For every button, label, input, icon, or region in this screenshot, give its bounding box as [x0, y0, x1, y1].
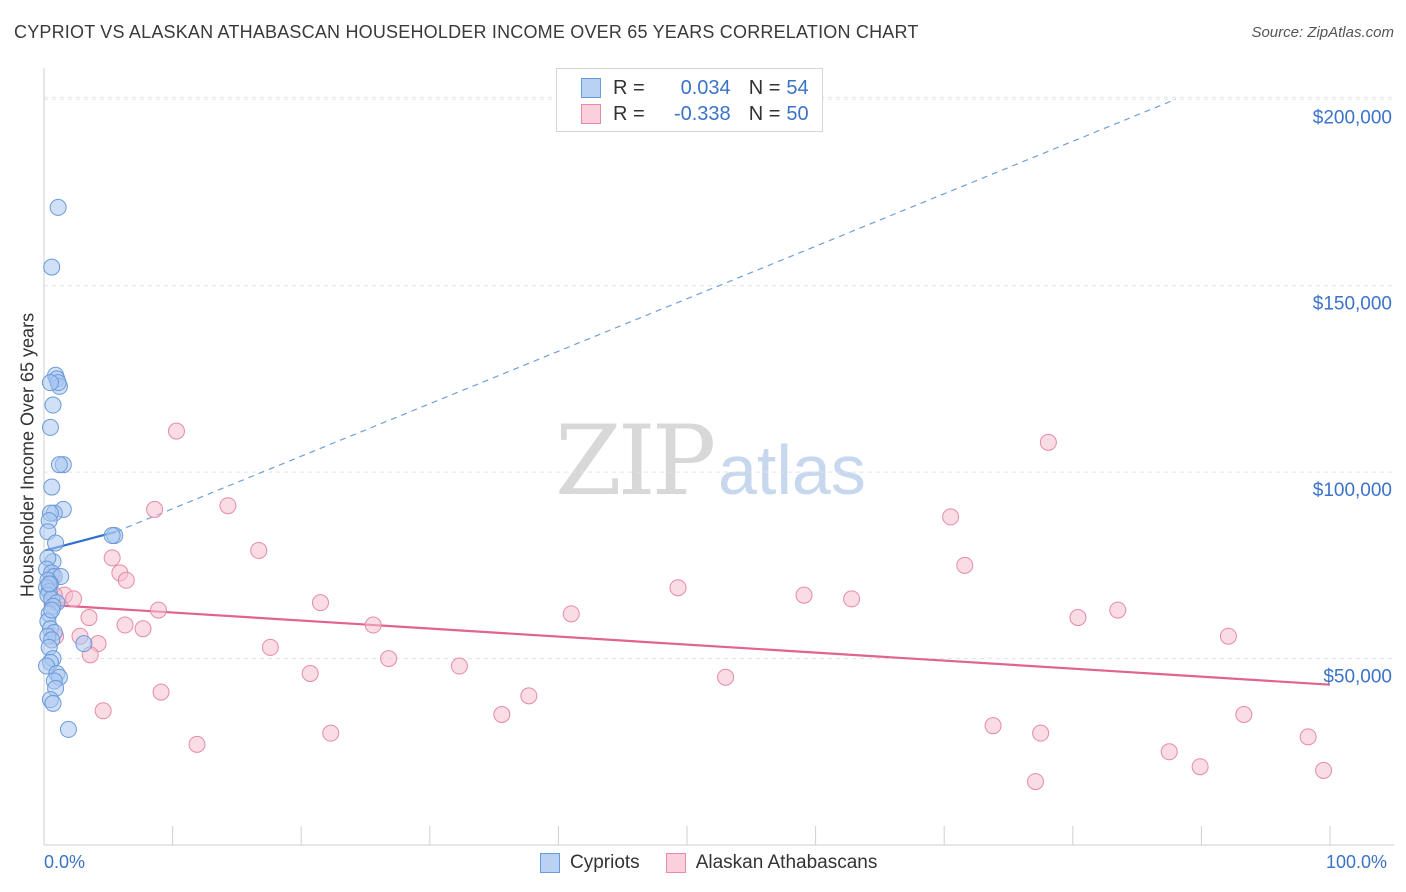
n-value: 54 [786, 76, 809, 99]
athabascan-point [1160, 743, 1178, 761]
athabascan-point [149, 601, 167, 619]
cypriot-point [103, 527, 121, 545]
trend-lines [43, 98, 1331, 686]
r-value: 0.034 [680, 76, 731, 99]
athabascan-point [1027, 773, 1045, 791]
y-tick-label: $150,000 [1313, 294, 1392, 315]
correlation-legend: R = 0.034 N = 54 R = -0.338 N = 50 [556, 68, 823, 132]
athabascan-point [843, 590, 861, 608]
cypriot-point [43, 478, 61, 496]
athabascans-swatch-icon [581, 104, 601, 124]
cypriot-point [41, 374, 59, 392]
cypriot-point [44, 694, 62, 712]
chart-title: CYPRIOT VS ALASKAN ATHABASCAN HOUSEHOLDE… [14, 22, 919, 42]
athabascans-swatch-icon [665, 853, 686, 873]
athabascan-point [493, 706, 511, 723]
athabascan-point [301, 664, 319, 682]
athabascan-point [1315, 761, 1333, 779]
legend-item-cypriots: Cypriots [540, 852, 640, 874]
cypriot-point [44, 396, 62, 414]
athabascan-point [1235, 706, 1253, 723]
athabascan-point [364, 616, 382, 634]
athabascan-point [984, 717, 1002, 735]
athabascan-point [311, 594, 329, 612]
athabascan-point [717, 668, 735, 686]
axes [43, 68, 1394, 846]
y-tick-label: $200,000 [1313, 107, 1392, 128]
cypriot-point [75, 635, 93, 653]
athabascan-point [1069, 609, 1087, 627]
source-label: Source: ZipAtlas.com [1251, 24, 1394, 41]
cypriot-point [40, 575, 58, 593]
n-value: 50 [786, 102, 809, 125]
r-label: R = [613, 76, 645, 99]
athabascan-point [562, 605, 580, 623]
watermark-atlas: atlas [718, 431, 866, 509]
athabascan-point [134, 620, 152, 638]
athabascan-point [1039, 433, 1057, 451]
athabascan-point [956, 556, 974, 574]
cypriot-point [49, 198, 67, 216]
athabascan-point [1299, 728, 1317, 746]
athabascan-point [152, 683, 170, 701]
cypriot-point [50, 456, 68, 474]
athabascan-point [520, 687, 538, 705]
athabascan-point [117, 571, 135, 589]
athabascan-point [450, 657, 468, 675]
athabascan-point [94, 702, 112, 720]
cypriot-point [43, 258, 61, 276]
athabascan-point [942, 508, 960, 526]
athabascan-point [1109, 601, 1127, 619]
y-axis-label: Householder Income Over 65 years [17, 312, 38, 598]
athabascan-point [322, 724, 340, 742]
series-legend: Cypriots Alaskan Athabascans [540, 852, 903, 874]
athabascan-point [261, 638, 279, 656]
cypriots-swatch-icon [581, 78, 601, 98]
athabascan-point [669, 579, 687, 597]
cypriot-point [59, 720, 77, 738]
tick-labels: $50,000 $100,000 $150,000 $200,000 [1313, 107, 1392, 687]
y-tick-label: $50,000 [1323, 667, 1392, 688]
data-points [38, 198, 1333, 791]
watermark-zip: ZIP [555, 405, 716, 517]
legend-label: Cypriots [570, 852, 640, 873]
athabascan-point [146, 500, 164, 518]
athabascan-point [1191, 758, 1209, 776]
r-label: R = [613, 102, 645, 125]
athabascan-point [167, 422, 185, 440]
legend-row-cypriots: R = 0.034 N = 54 [581, 75, 809, 101]
n-label: N = [748, 102, 781, 125]
athabascan-point [65, 590, 83, 608]
athabascan-point [80, 609, 98, 627]
athabascan-point [103, 549, 121, 567]
x-tick-min: 0.0% [44, 852, 86, 872]
athabascan-point [1032, 724, 1050, 742]
cypriot-point [47, 534, 65, 552]
athabascan-point [380, 650, 398, 668]
legend-row-athabascans: R = -0.338 N = 50 [581, 101, 809, 127]
athabascans-trend-line [43, 603, 1331, 686]
athabascan-point [219, 497, 237, 515]
gridlines [44, 96, 1394, 660]
r-value: -0.338 [673, 102, 731, 125]
x-tick-max: 100.0% [1326, 852, 1388, 872]
cypriots-trend-extrapolation [115, 98, 1176, 533]
cypriots-swatch-icon [540, 853, 560, 873]
y-tick-label: $100,000 [1313, 480, 1392, 501]
legend-label: Alaskan Athabascans [695, 852, 878, 873]
cypriot-point [43, 601, 61, 619]
cypriot-point [41, 418, 59, 436]
athabascan-point [795, 586, 813, 604]
athabascan-point [188, 735, 206, 753]
athabascan-point [250, 541, 268, 559]
n-label: N = [748, 76, 781, 99]
athabascan-point [1219, 627, 1237, 645]
athabascan-point [116, 616, 134, 634]
legend-item-athabascans: Alaskan Athabascans [665, 852, 878, 874]
